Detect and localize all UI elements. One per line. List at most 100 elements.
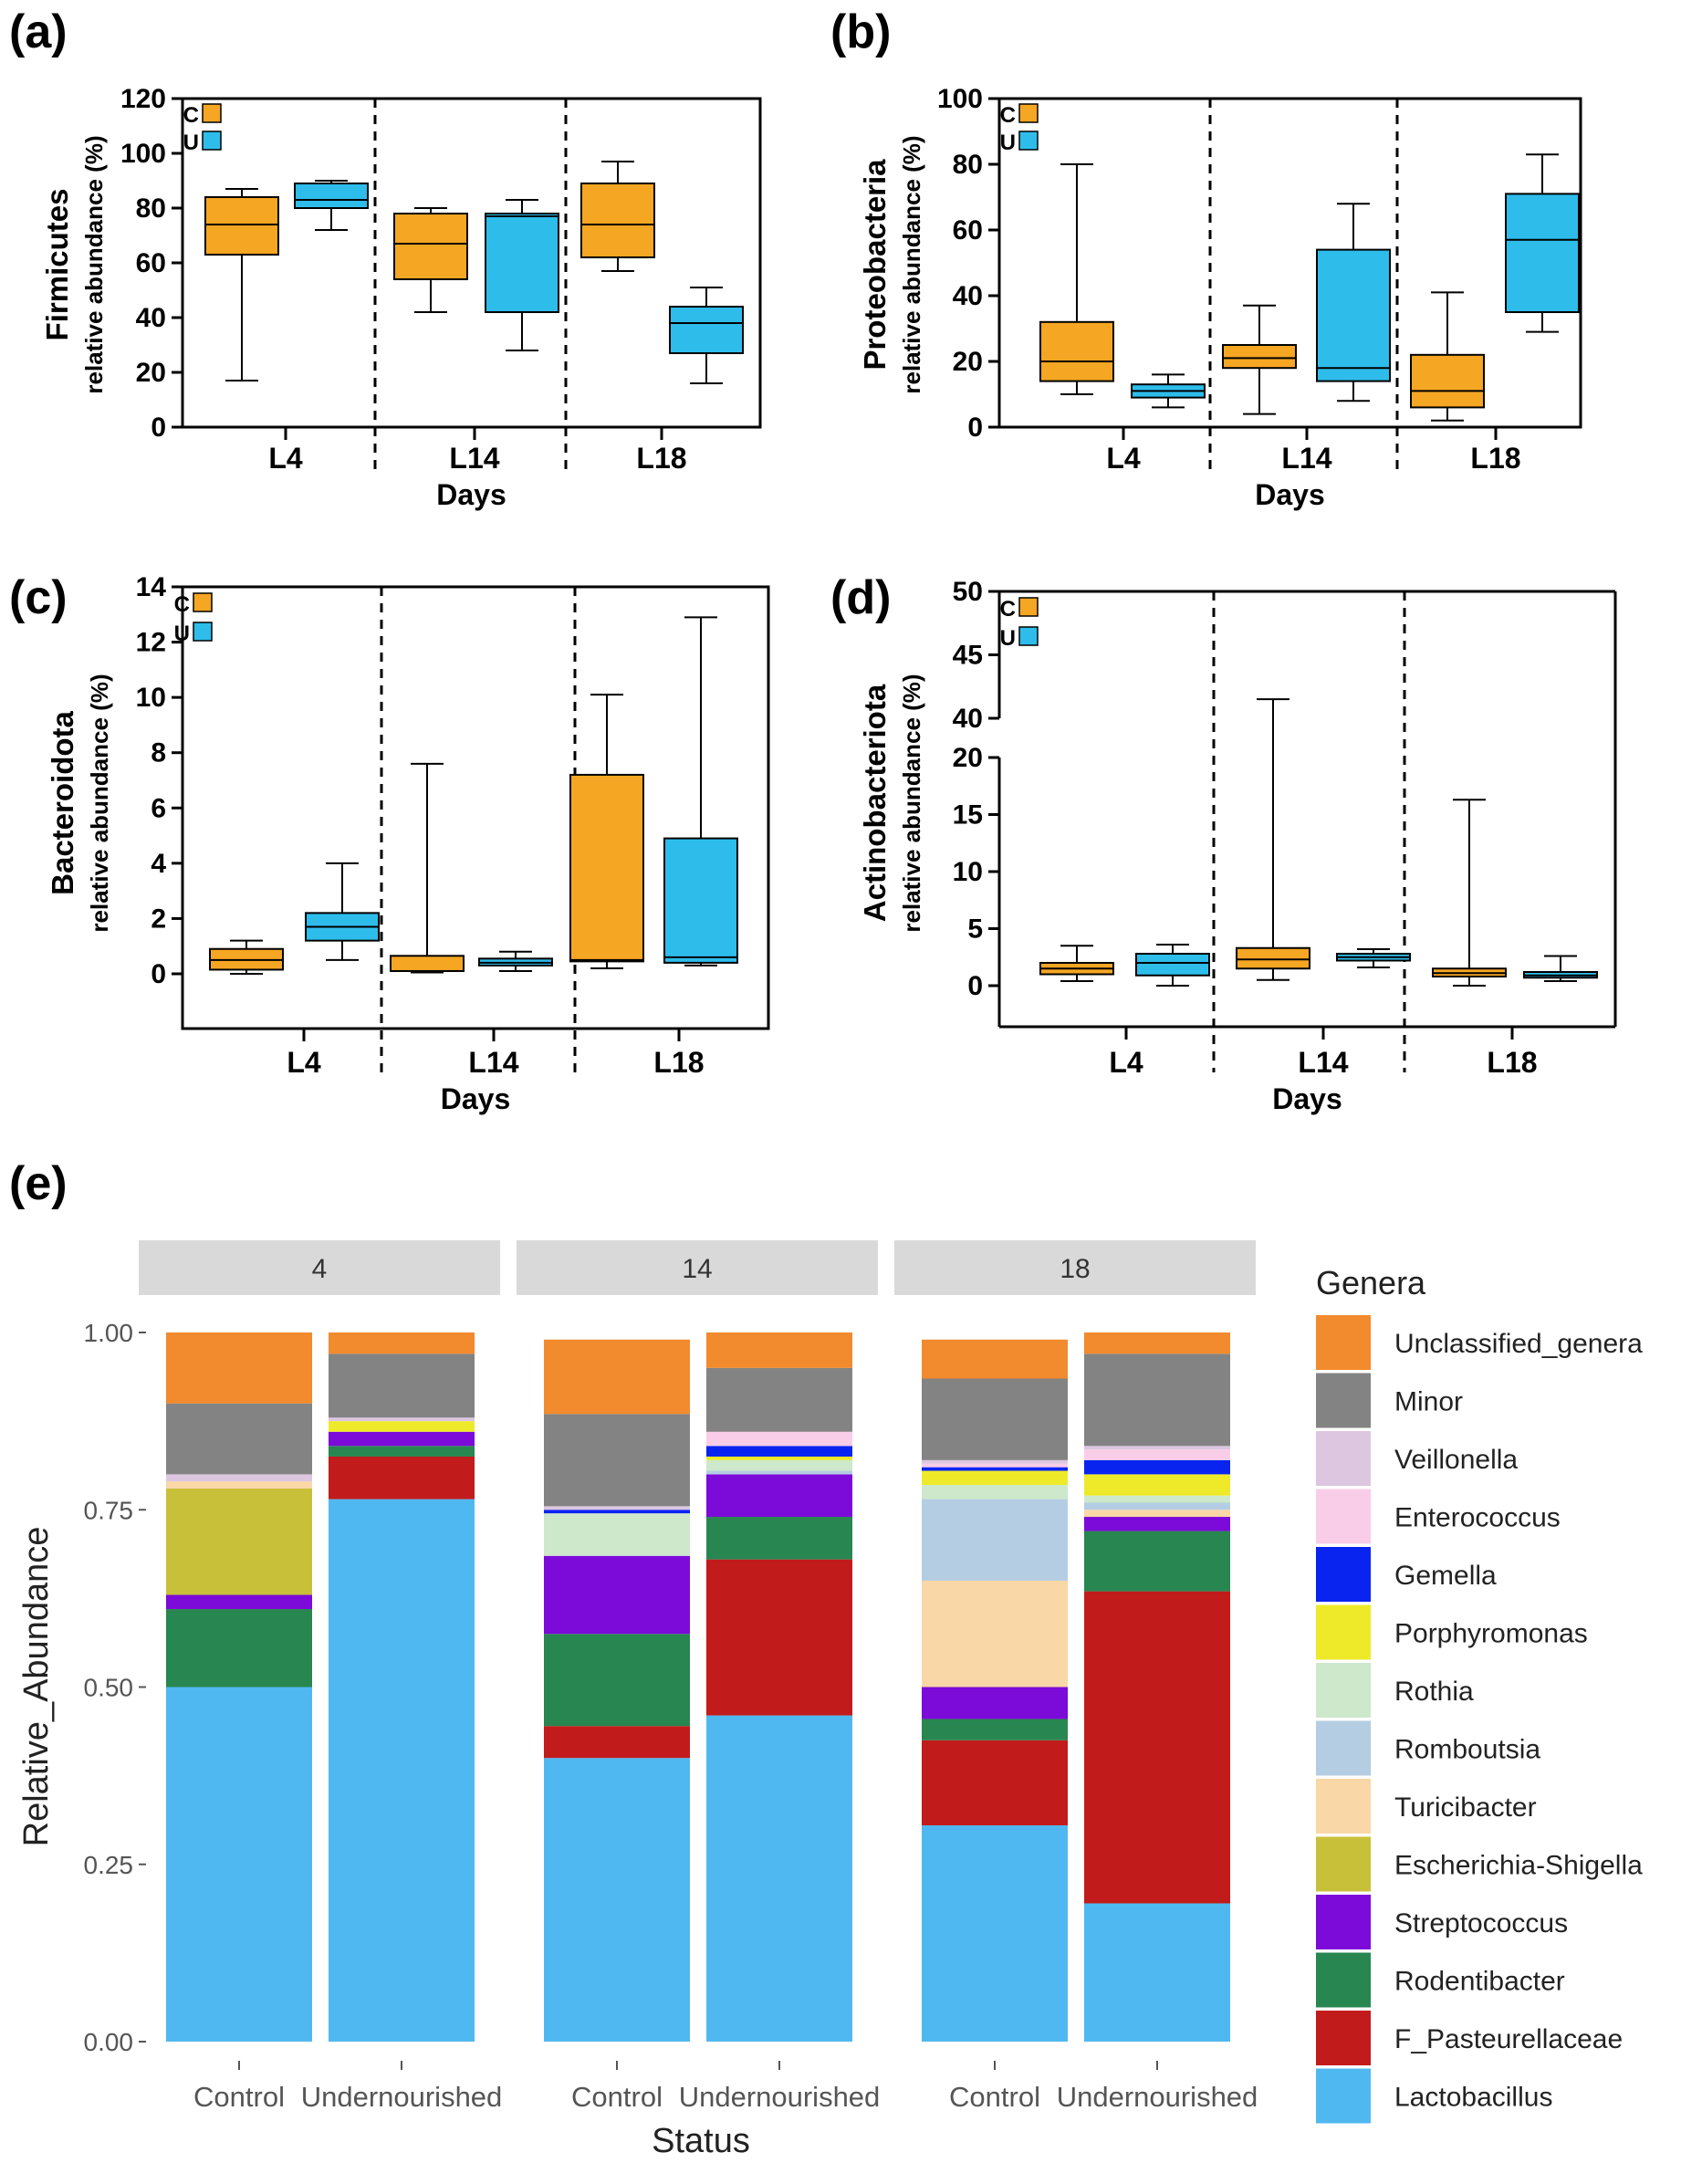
segment-f-pasteurellaceae <box>544 1726 690 1759</box>
x-category-label: Control <box>571 2081 663 2113</box>
plot-frame <box>181 97 762 429</box>
bar-18-Control <box>922 1339 1068 2042</box>
segment-rodentibacter <box>166 1609 312 1688</box>
legend-swatch <box>1316 1779 1371 1834</box>
segment-gemella <box>922 1467 1068 1471</box>
x-category-label: L4 <box>1106 442 1141 475</box>
legend-label: Unclassified_genera <box>1394 1329 1643 1359</box>
segment-gemella <box>1084 1459 1230 1475</box>
segment-minor <box>706 1367 852 1432</box>
box-L4-U <box>294 180 369 231</box>
y-tick-label: 10 <box>953 857 983 887</box>
box-iqr <box>580 183 655 258</box>
segment-rothia <box>922 1485 1068 1500</box>
legend-label: Enterococcus <box>1394 1503 1561 1533</box>
y-tick-label: 100 <box>120 139 166 169</box>
segment-minor <box>329 1353 475 1418</box>
x-category-label: L18 <box>653 1046 704 1079</box>
legend-swatch <box>1316 1663 1371 1718</box>
legend-label: Veillonella <box>1394 1445 1518 1475</box>
segment-unclassified-genera <box>329 1332 475 1354</box>
y-axis-label: Firmicutes <box>40 189 74 341</box>
segment-veillonella <box>329 1417 475 1422</box>
box-iqr <box>669 306 744 354</box>
box-L14-C <box>390 762 465 974</box>
legend-label: U <box>174 622 190 646</box>
facet-strip <box>894 1240 1256 1295</box>
legend-swatch <box>1316 1895 1371 1949</box>
segment-veillonella <box>544 1506 690 1510</box>
segment-lactobacillus <box>544 1758 690 2042</box>
panel-label: (a) <box>9 5 68 58</box>
segment-romboutsia <box>922 1499 1068 1581</box>
legend-swatch <box>202 103 222 123</box>
segment-streptococcus <box>1084 1517 1230 1531</box>
box-L18-U <box>1523 955 1598 982</box>
box-iqr <box>393 213 468 280</box>
box-L18-C <box>580 161 655 272</box>
legend-label: C <box>1000 597 1016 622</box>
x-category-label: L4 <box>268 442 303 475</box>
legend-swatch <box>1316 1720 1371 1776</box>
segment-lactobacillus <box>1084 1903 1230 2042</box>
segment-minor <box>922 1378 1068 1460</box>
segment-turicibacter <box>166 1481 312 1489</box>
segment-rothia <box>1084 1495 1230 1503</box>
segment-streptococcus <box>166 1594 312 1610</box>
legend-label: Escherichia-Shigella <box>1394 1851 1643 1881</box>
legend-label: U <box>1000 131 1016 155</box>
segment-lactobacillus <box>329 1499 475 2042</box>
segment-unclassified-genera <box>706 1332 852 1368</box>
y-tick-label: 0 <box>151 413 166 443</box>
x-category-label: L14 <box>468 1046 518 1079</box>
segment-unclassified-genera <box>166 1332 312 1404</box>
box-L4-C <box>209 939 284 975</box>
legend-swatch <box>1018 131 1039 151</box>
y-axis-sublabel: relative abundance (%) <box>898 135 925 393</box>
segment-porphyromonas <box>922 1470 1068 1486</box>
segment-porphyromonas <box>1084 1474 1230 1496</box>
segment-gemella <box>544 1510 690 1514</box>
x-axis-label: Days <box>1255 478 1325 511</box>
y-tick-label: 0 <box>967 971 983 1001</box>
legend-swatch <box>1316 1431 1371 1486</box>
segment-minor <box>544 1414 690 1507</box>
legend-swatch <box>1018 597 1039 617</box>
y-tick-label: 80 <box>136 193 166 224</box>
segment-rothia <box>706 1459 852 1471</box>
box-L18-U <box>663 616 738 967</box>
y-tick-label: 10 <box>136 683 166 713</box>
segment-rodentibacter <box>1084 1531 1230 1592</box>
legend-swatch <box>1316 1604 1371 1660</box>
box-L4-C <box>1039 945 1114 982</box>
y-tick-label: 2 <box>151 904 166 934</box>
y-tick-label: 20 <box>953 743 983 773</box>
legend-label: U <box>1000 626 1016 651</box>
y-tick-label: 0.25 <box>84 1851 134 1879</box>
box-iqr <box>1316 248 1391 382</box>
x-category-label: L4 <box>287 1046 321 1079</box>
segment-lactobacillus <box>706 1715 852 2042</box>
x-axis-label: Days <box>441 1082 511 1115</box>
y-tick-label: 40 <box>136 303 166 333</box>
segment-turicibacter <box>922 1580 1068 1688</box>
legend-title: Genera <box>1316 1264 1426 1301</box>
panel-label: (c) <box>9 571 68 624</box>
box-L4-U <box>1135 944 1210 987</box>
box-iqr <box>390 955 465 972</box>
legend-label: Rothia <box>1394 1677 1474 1707</box>
y-axis-label: Bacteroidota <box>46 711 79 895</box>
plot-frame <box>997 97 1582 429</box>
legend-swatch <box>193 622 213 642</box>
y-tick-label: 12 <box>136 628 166 658</box>
box-iqr <box>663 837 738 964</box>
segment-lactobacillus <box>922 1825 1068 2042</box>
segment-romboutsia <box>706 1470 852 1475</box>
segment-enterococcus <box>706 1431 852 1447</box>
y-tick-label: 60 <box>953 215 983 246</box>
bar-14-Undernourished <box>706 1332 852 2042</box>
segment-rothia <box>544 1513 690 1556</box>
segment-unclassified-genera <box>1084 1332 1230 1354</box>
box-L4-U <box>305 862 380 961</box>
legend-label: Rodentibacter <box>1394 1967 1565 1997</box>
